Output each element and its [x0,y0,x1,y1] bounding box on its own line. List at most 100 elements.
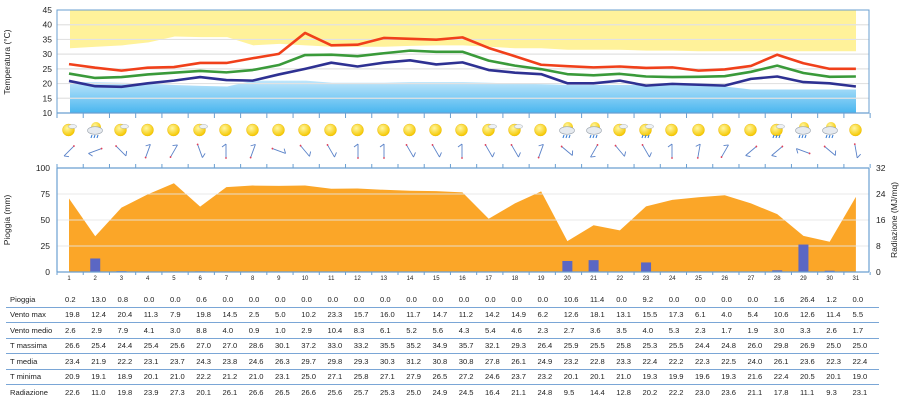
sun-cloud-icon [505,120,525,138]
table-cell: 20.2 [642,387,658,397]
table-cell: 0.2 [65,294,76,304]
table-cell: 2.3 [695,325,706,335]
table-cell: 5.0 [275,310,286,320]
table-cell: 26.4 [537,341,553,351]
y-tick-label: 40 [43,20,53,30]
rain-bar [824,270,835,272]
daily-data-table: Pioggia 0.2 13.0 0.8 0.0 0.0 0.6 0.0 0.0 0.0 0.0 0.… [6,292,879,400]
day-tick-label: 6 [198,276,202,282]
table-cell: 4.0 [222,325,234,335]
cold-band [70,80,856,113]
table-cell: 19.8 [65,310,80,320]
table-cell: 25.5 [590,341,605,351]
rain-axis-label: Pioggia (mm) [2,195,12,246]
table-cell: 9.5 [563,387,575,397]
table-cell: 1.6 [773,294,785,304]
table-cell: 26.1 [511,356,527,366]
table-cell: 25.6 [170,341,185,351]
wind-direction-icon [741,142,761,160]
wind-direction-icon [584,142,604,160]
rain-bar [562,260,573,272]
day-tick-label: 15 [433,276,440,282]
sun-icon [741,120,761,138]
wind-direction-icon [426,142,446,160]
y-tick-label: 45 [43,5,53,15]
row-label: Vento max [10,310,46,320]
table-row: Vento max 19.8 12.4 20.4 11.3 7.9 19.8 14.5 2.5 5… [6,307,879,323]
table-cell: 22.2 [668,387,684,397]
table-cell: 24.6 [248,356,264,366]
sun-icon [348,120,368,138]
wind-direction-icon [820,142,840,160]
table-cell: 26.6 [248,387,264,397]
table-cell: 25.7 [353,387,369,397]
table-cell: 1.9 [747,325,759,335]
row-label: Pioggia [10,294,36,304]
table-cell: 4.3 [458,325,470,335]
table-cell: 1.0 [275,325,286,335]
wind-direction-icon [689,142,709,160]
table-cell: 20.1 [143,372,159,382]
table-row: Vento medio 2.6 2.9 7.9 4.1 3.0 8.8 4.0 0.9 1.0 2.… [6,323,879,338]
wind-direction-icon [505,142,525,160]
table-cell: 22.2 [117,356,133,366]
table-cell: 21.0 [248,372,264,382]
table-cell: 14.4 [590,387,605,397]
table-cell: 23.7 [170,356,185,366]
table-cell: 19.6 [695,372,710,382]
table-row: T massima 26.6 25.4 24.4 25.4 25.6 27.0 27.0 28.… [6,338,879,354]
sun-cloud-icon [190,120,210,138]
table-cell: 11.4 [826,310,841,320]
cloud-rain-icon [793,120,813,139]
table-cell: 23.1 [852,387,868,397]
table-cell: 10.2 [301,310,317,320]
table-cell: 12.4 [91,310,107,320]
day-tick-label: 22 [616,276,623,282]
table-cell: 10.6 [773,310,789,320]
table-cell: 4.6 [511,325,522,335]
day-tick-label: 14 [407,276,414,282]
wind-direction-icon [662,142,682,160]
table-cell: 3.5 [616,325,627,335]
table-cell: 14.2 [485,310,500,320]
table-cell: 21.2 [222,372,238,382]
table-cell: 0.9 [248,325,260,335]
table-cell: 0.0 [380,294,391,304]
table-cell: 23.3 [616,356,632,366]
rain-y-tick-label: 50 [41,215,51,225]
sun-icon [662,120,682,138]
table-cell: 27.8 [485,356,500,366]
table-cell: 22.5 [721,356,737,366]
radiation-area-path [69,183,856,272]
table-cell: 0.0 [275,294,286,304]
rain-bar [588,260,599,272]
line-t-massima [68,31,856,72]
y-tick-label: 10 [43,108,53,118]
sun-icon [846,120,866,138]
table-cell: 35.7 [458,341,474,351]
line-t-minima [68,59,857,89]
table-cell: 4.1 [143,325,155,335]
table-cell: 9.2 [642,294,654,304]
table-cell: 27.0 [222,341,238,351]
table-cell: 0.0 [511,294,522,304]
day-tick-label: 25 [695,276,702,282]
table-cell: 16.0 [380,310,395,320]
sun-icon [138,120,158,138]
radiation-y-tick-label: 8 [876,241,881,251]
row-label: T massima [10,341,47,351]
day-tick-label: 28 [774,276,781,282]
table-cell: 12.6 [800,310,815,320]
table-cell: 4.0 [721,310,732,320]
wind-direction-icon [846,142,866,160]
table-cell: 23.0 [695,387,710,397]
table-cell: 4.0 [642,325,654,335]
table-cell: 22.4 [852,356,868,366]
table-cell: 2.7 [563,325,575,335]
table-cell: 0.0 [458,294,470,304]
table-cell: 17.3 [668,310,684,320]
day-tick-label: 31 [853,276,860,282]
rain-y-tick-label: 75 [41,189,51,199]
table-cell: 18.1 [590,310,605,320]
table-cell: 2.9 [91,325,102,335]
